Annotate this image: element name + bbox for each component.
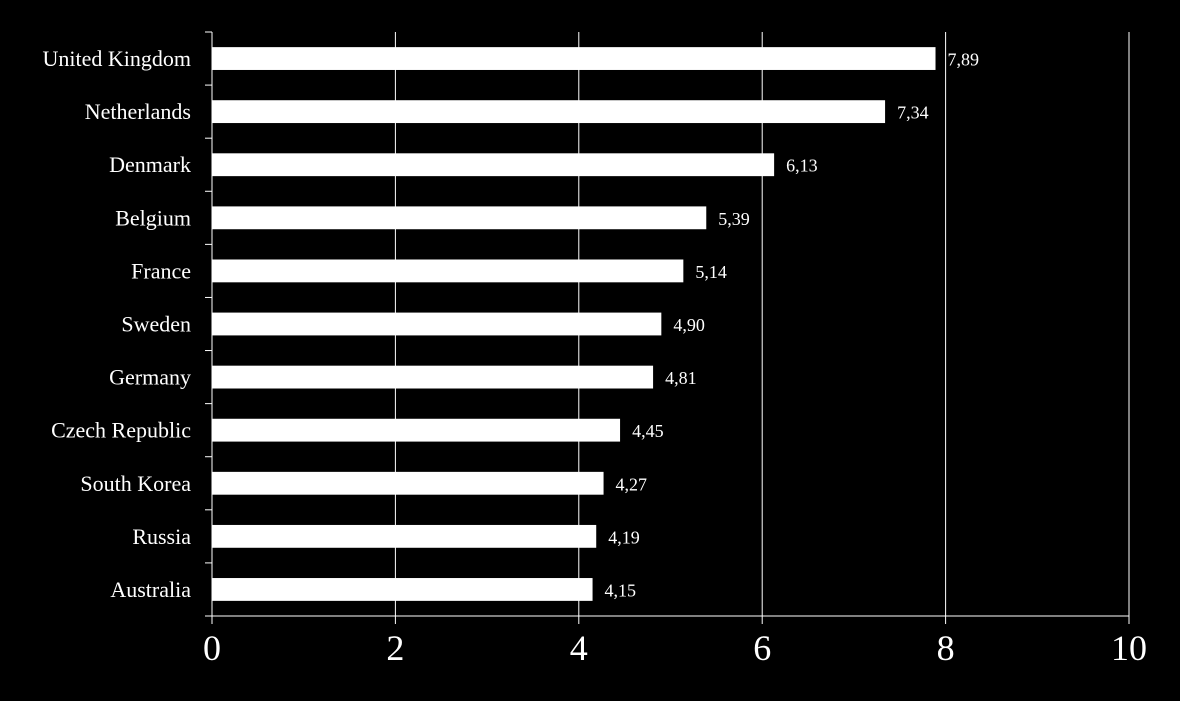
value-label: 7,34 (897, 103, 929, 123)
x-tick-label: 6 (753, 628, 771, 668)
bars (212, 47, 936, 601)
bar-czech-republic (212, 418, 621, 442)
gridlines (394, 32, 1130, 616)
bar-south-korea (212, 471, 604, 495)
category-label: Germany (109, 365, 191, 390)
x-tick-label: 10 (1111, 628, 1147, 668)
category-label: France (131, 258, 191, 283)
category-label: Sweden (121, 312, 191, 337)
value-label: 4,45 (632, 421, 664, 441)
value-label: 4,81 (665, 368, 697, 388)
bar-united-kingdom (212, 47, 936, 70)
value-label: 4,27 (616, 474, 648, 494)
value-label: 4,90 (673, 315, 705, 335)
x-tick-label: 0 (203, 628, 221, 668)
bar-germany (212, 365, 654, 389)
x-tick-label: 8 (937, 628, 955, 668)
x-tick-label: 2 (386, 628, 404, 668)
value-label: 5,39 (718, 209, 750, 229)
category-label: South Korea (80, 471, 191, 496)
bar-sweden (212, 312, 662, 336)
value-label: 5,14 (695, 262, 727, 282)
x-tick-label: 4 (570, 628, 588, 668)
value-label: 4,19 (608, 527, 640, 547)
bar-belgium (212, 206, 707, 230)
category-label: Netherlands (85, 99, 191, 124)
axes (205, 31, 1130, 624)
bar-denmark (212, 153, 775, 177)
bar-russia (212, 524, 597, 548)
category-label: United Kingdom (43, 46, 192, 71)
value-label: 4,15 (605, 580, 637, 600)
labels: United Kingdom 7,89 Netherlands 7,34 Denmark… (43, 46, 1148, 668)
category-label: Denmark (109, 152, 191, 177)
category-label: Australia (110, 577, 191, 602)
category-label: Russia (132, 524, 191, 549)
bar-australia (212, 578, 593, 601)
category-label: Czech Republic (51, 418, 191, 443)
bar-france (212, 259, 684, 283)
value-label: 6,13 (786, 156, 818, 176)
category-label: Belgium (115, 205, 191, 230)
value-label: 7,89 (948, 50, 980, 70)
bar-netherlands (212, 100, 886, 124)
